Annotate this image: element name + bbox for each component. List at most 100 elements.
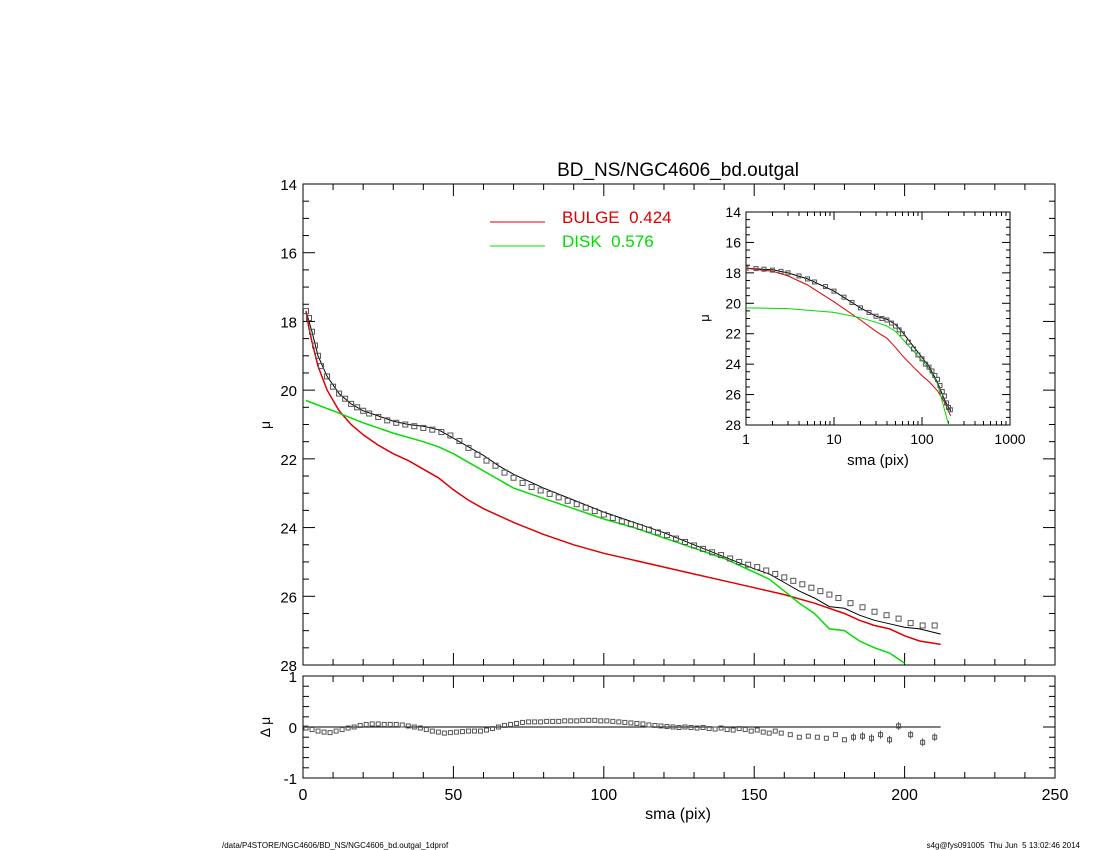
main-data-point <box>609 514 616 521</box>
main-data-point <box>537 487 544 494</box>
main-data-point <box>330 383 337 390</box>
residual-data-point <box>496 724 502 730</box>
main-data-point <box>754 564 761 571</box>
residual-data-point <box>369 721 375 727</box>
residual-data-points <box>303 717 938 747</box>
residual-data-point <box>490 726 496 732</box>
main-data-point <box>546 490 553 497</box>
main-data-point <box>474 451 481 458</box>
main-data-point <box>663 532 670 539</box>
residual-data-point <box>841 737 847 743</box>
inset-data-point <box>932 373 938 379</box>
residual-data-point <box>772 728 778 734</box>
residual-data-point <box>309 727 315 733</box>
residual-data-point <box>447 730 453 736</box>
inset-data-point <box>822 284 828 290</box>
residual-data-point <box>598 718 604 724</box>
residual-data-point <box>526 719 532 725</box>
main-data-point <box>847 600 854 607</box>
main-data-point <box>781 574 788 581</box>
residual-data-point <box>544 718 550 724</box>
inset-y-tick-label: 18 <box>725 265 741 281</box>
inset-data-point <box>805 276 811 282</box>
residual-data-point <box>736 726 742 732</box>
inset-data-point <box>929 368 935 374</box>
main-data-point <box>411 423 418 430</box>
residual-data-point <box>604 718 610 724</box>
main-data-point <box>510 474 517 481</box>
main-data-point <box>366 410 373 417</box>
residual-data-point <box>610 718 616 724</box>
inset-data-point <box>937 382 943 388</box>
inset-data-point <box>941 393 947 399</box>
residual-data-point <box>405 723 411 729</box>
residual-data-point <box>712 726 718 732</box>
inset-data-point <box>873 313 879 319</box>
residual-data-point <box>459 729 465 735</box>
main-data-point <box>808 584 815 591</box>
residual-data-point <box>417 725 423 731</box>
residual-data-point <box>670 724 676 730</box>
main-data-point <box>736 558 743 565</box>
main-data-point <box>555 494 562 501</box>
inset-data-point <box>796 273 802 279</box>
residual-data-point <box>429 728 435 734</box>
x-tick-label: 250 <box>1042 787 1069 804</box>
residual-data-point <box>676 725 682 731</box>
residual-data-point <box>568 718 574 724</box>
residual-data-point <box>748 728 754 734</box>
chart-legend: BULGE 0.424 DISK 0.576 <box>490 208 672 251</box>
inset-y-tick-label: 16 <box>725 234 741 250</box>
footer-file-path: /data/P4STORE/NGC4606/BD_NS/NGC4606_bd.o… <box>222 841 449 850</box>
main-data-point <box>501 469 508 476</box>
residual-data-point <box>441 730 447 736</box>
inset-data-point <box>919 356 925 362</box>
main-data-point <box>324 373 331 380</box>
residual-data-point <box>682 724 688 730</box>
inset-data-points <box>746 265 953 413</box>
residual-data-point <box>859 733 865 739</box>
main-y-tick-label: 28 <box>280 658 297 675</box>
residual-data-point <box>652 722 658 728</box>
main-y-tick-label: 16 <box>280 246 297 263</box>
inset-data-point <box>753 266 759 272</box>
residual-data-point <box>664 723 670 729</box>
residual-data-point <box>754 727 760 733</box>
inset-data-point <box>761 266 767 272</box>
residual-data-point <box>483 727 489 733</box>
residual-data-point <box>796 734 802 740</box>
main-data-point <box>573 501 580 508</box>
main-data-point <box>745 561 752 568</box>
main-data-point <box>384 417 391 424</box>
residual-data-point <box>435 729 441 735</box>
residual-data-point <box>622 719 628 725</box>
inset-data-point <box>769 267 775 273</box>
residual-data-point <box>556 718 562 724</box>
inset-data-point <box>785 270 791 276</box>
residual-data-point <box>393 721 399 727</box>
main-data-point <box>799 581 806 588</box>
residual-data-point <box>805 733 811 739</box>
inset-data-point <box>923 361 929 367</box>
residual-y-tick-label: -1 <box>284 771 297 788</box>
main-data-point <box>315 352 322 359</box>
main-data-point <box>318 363 325 370</box>
residual-data-point <box>514 720 520 726</box>
main-data-point <box>772 570 779 577</box>
residual-data-point <box>640 721 646 727</box>
inset-data-point <box>926 364 932 370</box>
main-data-point <box>342 395 349 402</box>
residual-data-point <box>502 722 508 728</box>
main-data-point <box>438 429 445 436</box>
main-data-point <box>393 419 400 426</box>
residual-data-point <box>363 721 369 727</box>
inset-y-tick-label: 22 <box>725 326 741 342</box>
main-data-point <box>919 622 926 629</box>
main-data-point <box>456 437 463 444</box>
main-y-tick-label: 14 <box>280 177 297 194</box>
residual-y-tick-label: 0 <box>289 720 297 737</box>
inset-data-point <box>884 317 890 323</box>
residual-data-point <box>520 719 526 725</box>
inset-series-disk-line <box>746 307 950 425</box>
residual-data-point <box>411 724 417 730</box>
